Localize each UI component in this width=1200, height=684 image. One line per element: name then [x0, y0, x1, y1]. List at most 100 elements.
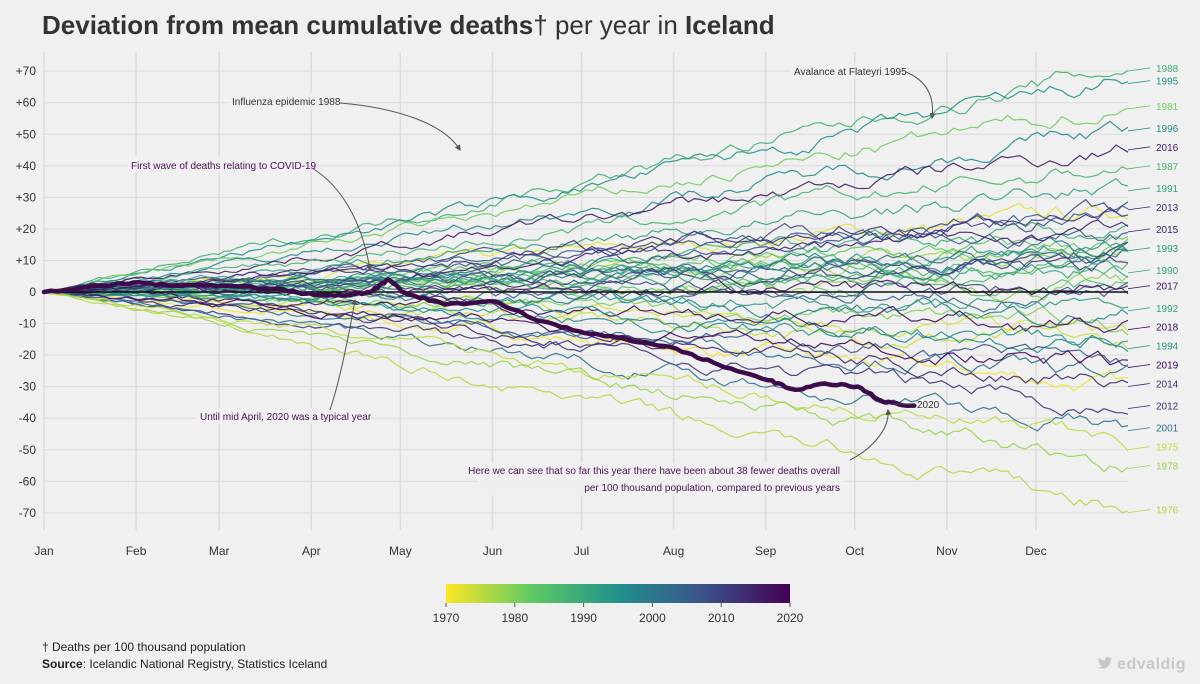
- x-tick-label: Nov: [936, 544, 957, 558]
- end-label-leader: [1127, 345, 1151, 350]
- series-line-1978: [43, 291, 1129, 473]
- y-tick-label: -70: [19, 506, 37, 520]
- series-line-2013: [43, 206, 1129, 293]
- end-label-2019: 2019: [1156, 361, 1179, 372]
- end-label-1988: 1988: [1156, 64, 1179, 75]
- y-tick-label: -60: [19, 474, 37, 488]
- end-label-2014: 2014: [1156, 379, 1179, 390]
- x-tick-label: Apr: [302, 544, 321, 558]
- end-label-leader: [1127, 446, 1151, 450]
- footnote-deaths-per-100k: † Deaths per 100 thousand population: [42, 640, 246, 654]
- colorbar-label-2010: 2010: [708, 611, 735, 625]
- y-tick-label: -10: [19, 317, 37, 331]
- source-text: : Icelandic National Registry, Statistic…: [82, 657, 328, 671]
- annotation-arrow-avalanche: [905, 71, 936, 120]
- end-label-leader: [1127, 427, 1151, 432]
- end-label-1978: 1978: [1156, 462, 1179, 473]
- series-line-1996: [43, 120, 1129, 294]
- series-line-2017: [43, 278, 1129, 299]
- series-line-2016: [43, 144, 1129, 293]
- end-label-1981: 1981: [1156, 102, 1179, 113]
- end-label-1991: 1991: [1156, 184, 1179, 195]
- end-label-1975: 1975: [1156, 443, 1179, 454]
- end-label-leader: [1127, 269, 1151, 274]
- y-tick-label: -20: [19, 348, 37, 362]
- series-line-2014: [43, 290, 1129, 388]
- y-tick-label: +50: [16, 127, 37, 141]
- x-tick-label: Jan: [34, 544, 53, 558]
- annotation-arrow-typical: [329, 298, 358, 411]
- end-label-2018: 2018: [1156, 323, 1179, 334]
- x-tick-label: Mar: [209, 544, 230, 558]
- end-label-leader: [1127, 80, 1151, 85]
- footnote-source: Source: Icelandic National Registry, Sta…: [42, 657, 327, 671]
- annotation-arrow-fewer: [849, 408, 892, 461]
- series-line-1987: [43, 165, 1129, 293]
- colorbar-label-2000: 2000: [639, 611, 666, 625]
- colorbar-label-1990: 1990: [570, 611, 597, 625]
- x-tick-label: Jun: [483, 544, 502, 558]
- y-tick-label: -30: [19, 380, 37, 394]
- end-label-leader: [1127, 146, 1151, 151]
- annotation-fewer-deaths-2: per 100 thousand population, compared to…: [584, 483, 840, 494]
- y-tick-label: +10: [16, 253, 37, 267]
- series-line-2018: [43, 290, 1129, 334]
- end-label-1992: 1992: [1156, 304, 1179, 315]
- series-line-2012: [43, 290, 1129, 417]
- end-label-1976: 1976: [1156, 506, 1179, 517]
- end-label-leader: [1127, 383, 1151, 387]
- x-tick-label: Jul: [574, 544, 589, 558]
- series-line-1975: [43, 291, 1129, 452]
- end-label-2017: 2017: [1156, 282, 1179, 293]
- series-line-1989: [43, 221, 1129, 294]
- title-part-2: per year in: [547, 10, 686, 40]
- x-tick-label: Sep: [755, 544, 777, 558]
- end-label-2015: 2015: [1156, 225, 1179, 236]
- series-line-1985: [43, 246, 1129, 294]
- end-label-leader: [1127, 165, 1151, 170]
- y-tick-label: +30: [16, 190, 37, 204]
- end-label-1994: 1994: [1156, 342, 1179, 353]
- title-country: Iceland: [685, 10, 775, 40]
- annotation-bg: [790, 63, 908, 79]
- end-label-2016: 2016: [1156, 143, 1179, 154]
- x-tick-label: Aug: [663, 544, 684, 558]
- annotation-arrow-covid: [311, 167, 373, 272]
- end-label-leader: [1127, 465, 1151, 469]
- colorbar: 1970 1980 1990 2000 2010 2020: [433, 584, 804, 625]
- credit-handle: edvaldig: [1117, 656, 1186, 673]
- series-line-2020: [41, 277, 917, 408]
- end-label-leader: [1127, 509, 1151, 514]
- series-line-1991: [43, 177, 1129, 293]
- end-label-leader: [1127, 127, 1151, 132]
- twitter-bird-icon: [1097, 657, 1113, 669]
- annotation-fewer-deaths-1: Here we can see that so far this year th…: [468, 466, 840, 477]
- x-axis: Jan Feb Mar Apr May Jun Jul Aug Sep Oct Nov Dec: [34, 544, 1046, 558]
- end-label-2013: 2013: [1156, 203, 1179, 214]
- annotation-bg: [128, 157, 306, 173]
- title-part-1: Deviation from mean cumulative deaths: [42, 10, 534, 40]
- end-label-1987: 1987: [1156, 162, 1179, 173]
- y-tick-label: 0: [29, 285, 36, 299]
- y-tick-label: -40: [19, 411, 37, 425]
- series-line-2010: [43, 241, 1129, 293]
- x-tick-label: Oct: [845, 544, 864, 558]
- y-axis: +70 +60 +50 +40 +30 +20 +10 0 -10 -20 -30 -40 -50 -60…: [16, 64, 37, 520]
- annotation-bg: [196, 408, 366, 424]
- title-dagger: †: [533, 10, 548, 40]
- x-tick-label: Dec: [1025, 544, 1046, 558]
- end-label-leader: [1127, 364, 1151, 368]
- end-label-leader: [1127, 285, 1151, 290]
- end-label-leader: [1127, 228, 1151, 233]
- series-line-1981: [43, 107, 1129, 293]
- series-line-2015: [43, 219, 1129, 293]
- annotation-influenza: Influenza epidemic 1988: [232, 97, 341, 108]
- annotation-avalanche: Avalance at Flateyri 1995: [794, 67, 907, 78]
- annotation-arrow-influenza: [339, 102, 461, 152]
- x-tick-label: Feb: [126, 544, 147, 558]
- label-2020: 2020: [917, 400, 940, 411]
- credit[interactable]: edvaldig: [1097, 656, 1186, 674]
- x-tick-label: May: [389, 544, 412, 558]
- colorbar-label-2020: 2020: [777, 611, 804, 625]
